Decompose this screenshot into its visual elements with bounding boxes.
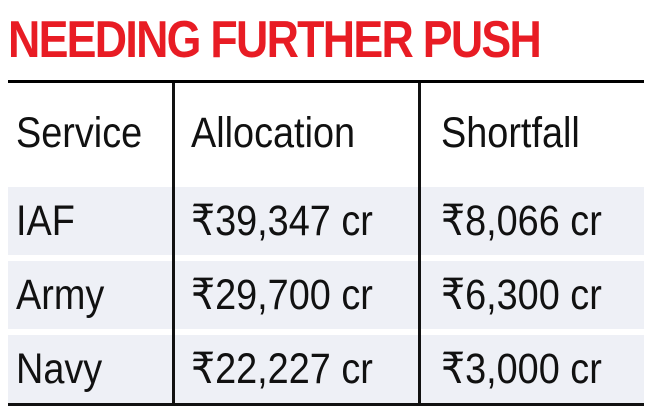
column-divider	[418, 83, 421, 403]
table-header-row: Service Allocation Shortfall	[8, 83, 644, 184]
header-cell-allocation: Allocation	[191, 109, 356, 157]
cell-allocation: ₹22,227 cr	[191, 345, 373, 393]
cell-shortfall: ₹8,066 cr	[441, 197, 602, 245]
table-row: Navy ₹22,227 cr ₹3,000 cr	[8, 335, 644, 403]
column-divider	[172, 83, 175, 403]
table-row: Army ₹29,700 cr ₹6,300 cr	[8, 261, 644, 329]
cell-allocation: ₹39,347 cr	[191, 197, 373, 245]
table-bottom-rule	[8, 403, 644, 406]
chart-title: NEEDING FURTHER PUSH	[8, 11, 542, 69]
cell-service: Navy	[16, 344, 103, 393]
cell-allocation: ₹29,700 cr	[191, 271, 373, 319]
cell-shortfall: ₹3,000 cr	[441, 345, 602, 393]
header-cell-service: Service	[16, 109, 143, 157]
cell-shortfall: ₹6,300 cr	[441, 271, 602, 319]
table-top-rule	[8, 80, 644, 83]
cell-service: IAF	[16, 196, 75, 245]
data-table: Service Allocation Shortfall IAF ₹39,347…	[8, 80, 644, 407]
cell-service: Army	[16, 270, 105, 319]
header-cell-shortfall: Shortfall	[441, 109, 580, 157]
table-row: IAF ₹39,347 cr ₹8,066 cr	[8, 187, 644, 255]
